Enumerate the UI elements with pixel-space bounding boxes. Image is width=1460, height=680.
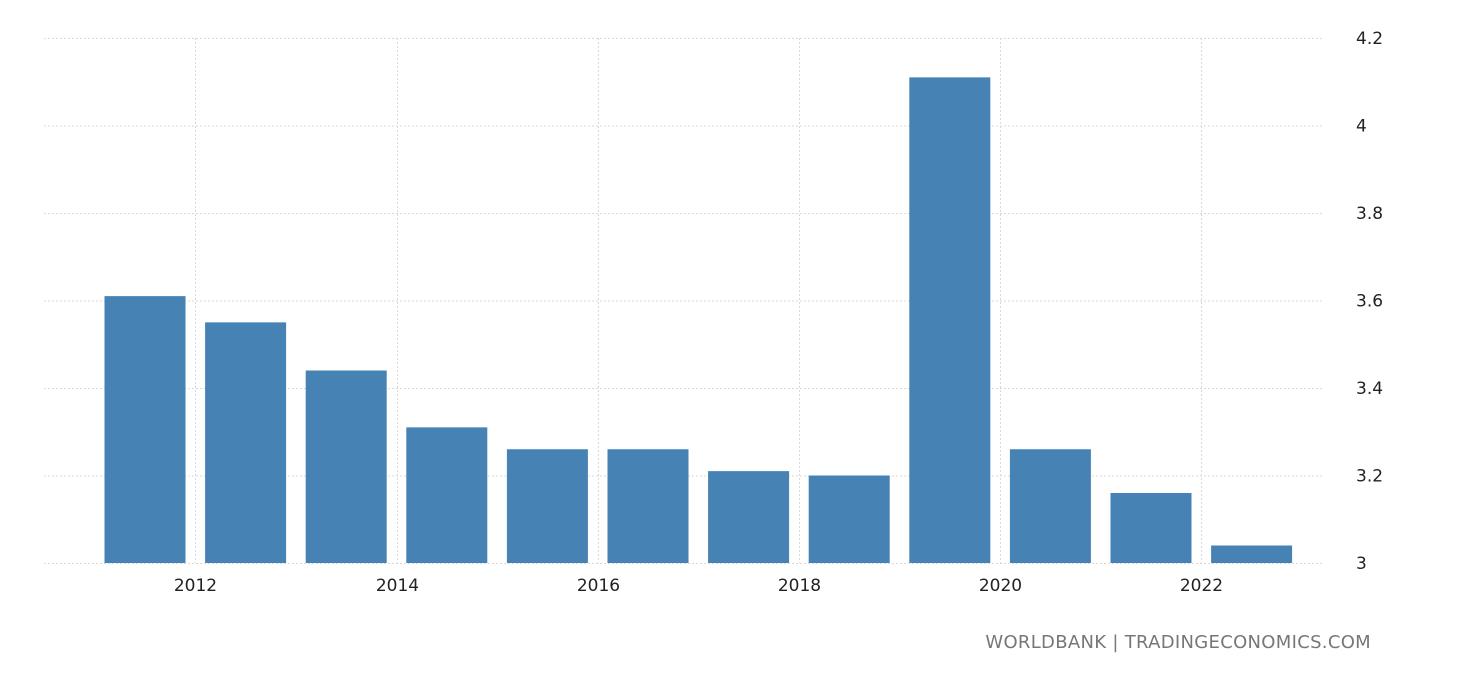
x-tick-label: 2020	[979, 576, 1022, 596]
bar-series	[104, 77, 1293, 563]
y-tick-label: 3.4	[1356, 379, 1383, 399]
source-credit: WORLDBANK | TRADINGECONOMICS.COM	[985, 632, 1371, 653]
bar-2023	[1211, 545, 1293, 563]
y-tick-label: 4	[1356, 117, 1367, 137]
y-tick-label: 3.8	[1356, 204, 1383, 224]
x-gridlines	[195, 38, 1202, 563]
x-axis-tick-labels: 2012 2014 2016 2018 2020 2022	[174, 576, 1223, 596]
bar-2013	[205, 322, 287, 563]
bar-2012	[104, 296, 186, 563]
y-tick-label: 3	[1356, 554, 1367, 574]
x-tick-label: 2014	[376, 576, 419, 596]
bar-2015	[406, 427, 488, 563]
y-tick-label: 3.6	[1356, 292, 1383, 312]
y-tick-label: 3.2	[1356, 467, 1383, 487]
x-tick-label: 2016	[577, 576, 620, 596]
y-tick-label: 4.2	[1356, 29, 1383, 49]
y-axis-tick-labels: 3 3.2 3.4 3.6 3.8 4 4.2	[1356, 29, 1383, 574]
bar-2019	[808, 475, 890, 563]
bar-2020	[909, 77, 991, 563]
x-tick-label: 2022	[1180, 576, 1223, 596]
bar-2016	[506, 449, 588, 563]
x-tick-label: 2012	[174, 576, 217, 596]
bar-2017	[607, 449, 689, 563]
bar-2018	[708, 471, 790, 563]
bar-2021	[1009, 449, 1091, 563]
bar-2022	[1110, 493, 1192, 563]
x-tick-label: 2018	[778, 576, 821, 596]
bar-2014	[305, 370, 387, 563]
